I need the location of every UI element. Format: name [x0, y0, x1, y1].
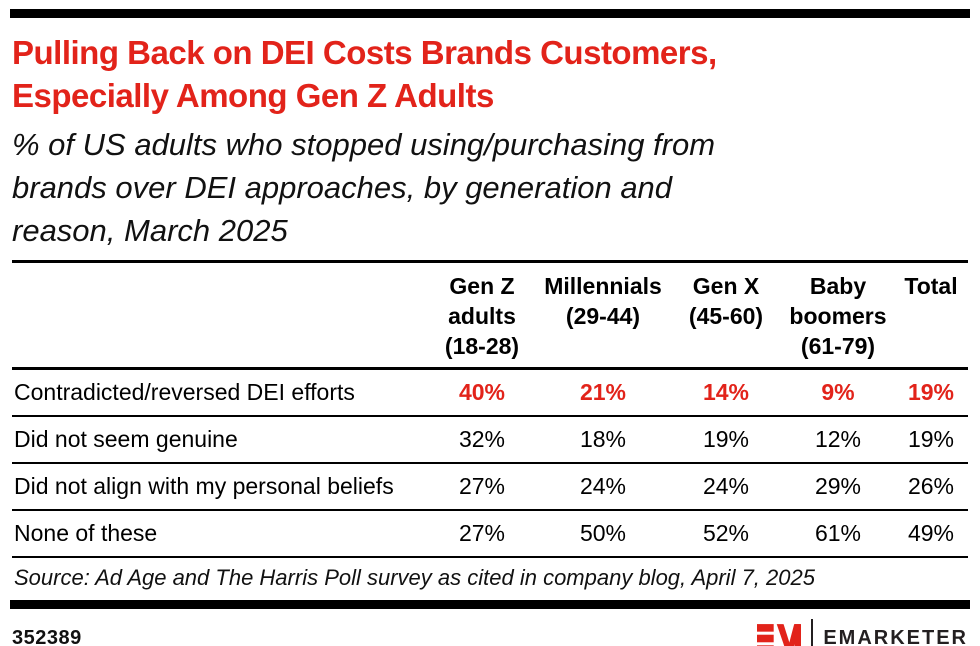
header-cell-empty [12, 261, 428, 370]
cell-value: 29% [782, 463, 894, 511]
cell-value: 26% [894, 463, 968, 511]
emarketer-logo: EMARKETER [757, 619, 968, 646]
cell-value: 27% [428, 510, 536, 558]
header-cell-boomers: Baby boomers (61-79) [782, 261, 894, 370]
brand-wordmark: EMARKETER [823, 626, 968, 646]
cell-value: 40% [428, 368, 536, 417]
row-label: Did not align with my personal beliefs [12, 463, 428, 511]
table-header-row: Gen Z adults (18-28) Millennials (29-44)… [12, 261, 968, 370]
cell-value: 24% [670, 463, 782, 511]
header-cell-genz: Gen Z adults (18-28) [428, 261, 536, 370]
table-header: Gen Z adults (18-28) Millennials (29-44)… [12, 261, 968, 370]
emarketer-em-icon [757, 623, 802, 646]
cell-value: 19% [670, 416, 782, 464]
source-note: Source: Ad Age and The Harris Poll surve… [14, 565, 815, 590]
chart-id: 352389 [12, 626, 82, 646]
data-table: Gen Z adults (18-28) Millennials (29-44)… [12, 260, 968, 558]
cell-value: 14% [670, 368, 782, 417]
table-row: None of these 27% 50% 52% 61% 49% [12, 510, 968, 558]
cell-value: 12% [782, 416, 894, 464]
cell-value: 24% [536, 463, 670, 511]
bottom-rule-bar [10, 600, 970, 609]
cell-value: 18% [536, 416, 670, 464]
row-label: Did not seem genuine [12, 416, 428, 464]
cell-value: 50% [536, 510, 670, 558]
row-label: None of these [12, 510, 428, 558]
cell-value: 61% [782, 510, 894, 558]
footer: 352389 EMARKETER [12, 619, 968, 646]
cell-value: 19% [894, 368, 968, 417]
chart-subtitle-line-3: reason, March 2025 [12, 213, 288, 248]
logo-divider [811, 619, 814, 646]
chart-title-line-1: Pulling Back on DEI Costs Brands Custome… [12, 34, 717, 71]
chart-title: Pulling Back on DEI Costs Brands Custome… [12, 31, 968, 117]
table-row: Contradicted/reversed DEI efforts 40% 21… [12, 368, 968, 417]
cell-value: 27% [428, 463, 536, 511]
header-cell-genx: Gen X (45-60) [670, 261, 782, 370]
cell-value: 19% [894, 416, 968, 464]
cell-value: 49% [894, 510, 968, 558]
chart-title-line-2: Especially Among Gen Z Adults [12, 77, 494, 114]
chart-subtitle-line-2: brands over DEI approaches, by generatio… [12, 170, 673, 205]
chart-subtitle-line-1: % of US adults who stopped using/purchas… [12, 127, 716, 162]
top-rule-bar [10, 9, 970, 18]
header-cell-millennials: Millennials (29-44) [536, 261, 670, 370]
table-row: Did not align with my personal beliefs 2… [12, 463, 968, 511]
row-label: Contradicted/reversed DEI efforts [12, 368, 428, 417]
cell-value: 9% [782, 368, 894, 417]
cell-value: 32% [428, 416, 536, 464]
table-row: Did not seem genuine 32% 18% 19% 12% 19% [12, 416, 968, 464]
cell-value: 52% [670, 510, 782, 558]
chart-content: Pulling Back on DEI Costs Brands Custome… [0, 31, 980, 600]
chart-subtitle: % of US adults who stopped using/purchas… [12, 123, 968, 252]
cell-value: 21% [536, 368, 670, 417]
header-cell-total: Total [894, 261, 968, 370]
